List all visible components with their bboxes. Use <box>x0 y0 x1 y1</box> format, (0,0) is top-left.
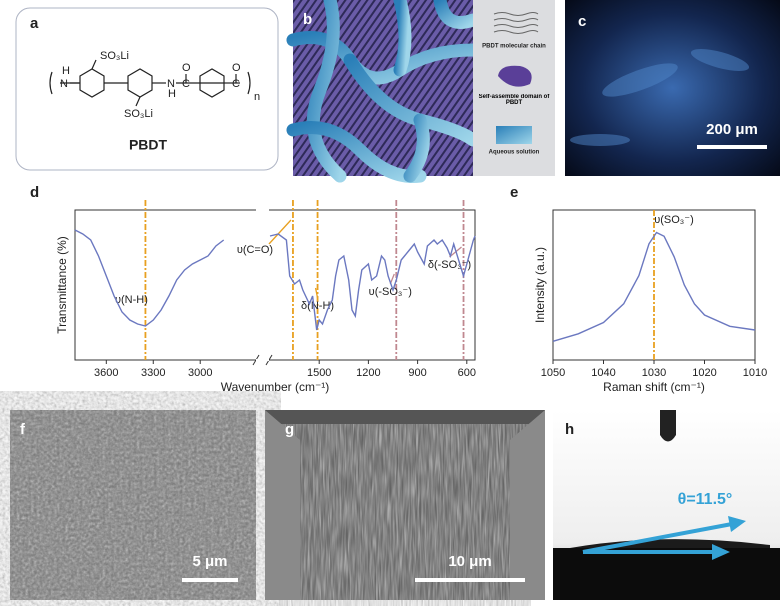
axis-break <box>256 359 269 361</box>
peak-label: υ(SO₃⁻) <box>654 214 694 226</box>
x-axis-label: Raman shift (cm⁻¹) <box>603 380 705 394</box>
sem-texture <box>10 410 256 600</box>
peak-label: υ(-SO₃⁻) <box>369 286 412 298</box>
panel-label: c <box>578 13 586 30</box>
legend-aqueous-icon <box>496 126 532 144</box>
plot-frame <box>74 209 476 361</box>
angle-marker <box>582 516 746 560</box>
x-axis-label: Wavenumber (cm⁻¹) <box>221 380 330 394</box>
chemical-structure <box>49 59 251 107</box>
x-tick-label: 1030 <box>642 367 666 379</box>
legend-text: Self-assemble domain of PBDT <box>478 94 550 106</box>
scale-bar <box>182 578 238 582</box>
x-tick-label: 1040 <box>591 367 615 379</box>
sem-cross-section <box>300 440 510 600</box>
atom-label: N <box>60 78 68 90</box>
panel-label: g <box>285 421 294 438</box>
polymer-name: PBDT <box>129 137 168 153</box>
panel-label: e <box>510 184 518 201</box>
legend-chain-icon <box>493 12 539 34</box>
x-tick-label: 900 <box>408 367 426 379</box>
group-label: SO₃Li <box>100 50 129 62</box>
x-tick-label: 1500 <box>307 367 331 379</box>
y-axis-label: Intensity (a.u.) <box>533 247 547 323</box>
atom-label: O <box>182 62 191 74</box>
spectrum-line <box>74 229 476 331</box>
panel-label: d <box>30 184 39 201</box>
y-axis-label: Transmittance (%) <box>55 236 69 334</box>
birefringence <box>570 49 750 146</box>
x-tick-label: 1200 <box>356 367 380 379</box>
scale-label: 5 μm <box>192 553 227 570</box>
droplet-needle <box>660 410 676 442</box>
panel-label: f <box>20 421 26 438</box>
angle-label: θ=11.5° <box>678 491 733 508</box>
atom-label: C <box>182 78 190 90</box>
spectrum-line <box>552 231 756 342</box>
peak-arrow <box>268 219 292 245</box>
atom-label: n <box>254 91 260 103</box>
x-tick-label: 1050 <box>541 367 565 379</box>
panel-frame <box>15 7 279 171</box>
legend-text: Aqueous solution <box>489 150 540 156</box>
scale-label: 10 μm <box>448 553 491 570</box>
legend-box <box>473 0 555 176</box>
x-tick-label: 3000 <box>188 367 212 379</box>
peak-label: υ(N-H) <box>115 294 148 306</box>
panel-label: h <box>565 421 574 438</box>
legend-text: PBDT molecular chain <box>482 44 546 50</box>
atom-label: H <box>168 88 176 100</box>
group-label: SO₃Li <box>124 108 153 120</box>
peak-label: υ(C=O) <box>237 244 273 256</box>
aqueous-network <box>286 0 480 183</box>
x-tick-label: 3600 <box>94 367 118 379</box>
x-tick-label: 600 <box>458 367 476 379</box>
peak-arrow <box>314 287 319 299</box>
x-tick-label: 3300 <box>141 367 165 379</box>
panel-label: b <box>303 11 312 28</box>
x-tick-label: 1010 <box>743 367 767 379</box>
scale-label: 200 μm <box>706 121 758 138</box>
panel-label: a <box>30 15 39 32</box>
scale-bar <box>415 578 525 582</box>
axis-break <box>256 209 269 211</box>
atom-label: C <box>232 78 240 90</box>
micrograph <box>565 0 780 176</box>
atom-label: O <box>232 62 241 74</box>
substrate <box>553 548 780 600</box>
atom-label: H <box>62 65 70 77</box>
atom-label: N <box>167 78 175 90</box>
legend-domain-icon <box>498 65 532 87</box>
scale-bar <box>697 145 767 149</box>
x-tick-label: 1020 <box>692 367 716 379</box>
